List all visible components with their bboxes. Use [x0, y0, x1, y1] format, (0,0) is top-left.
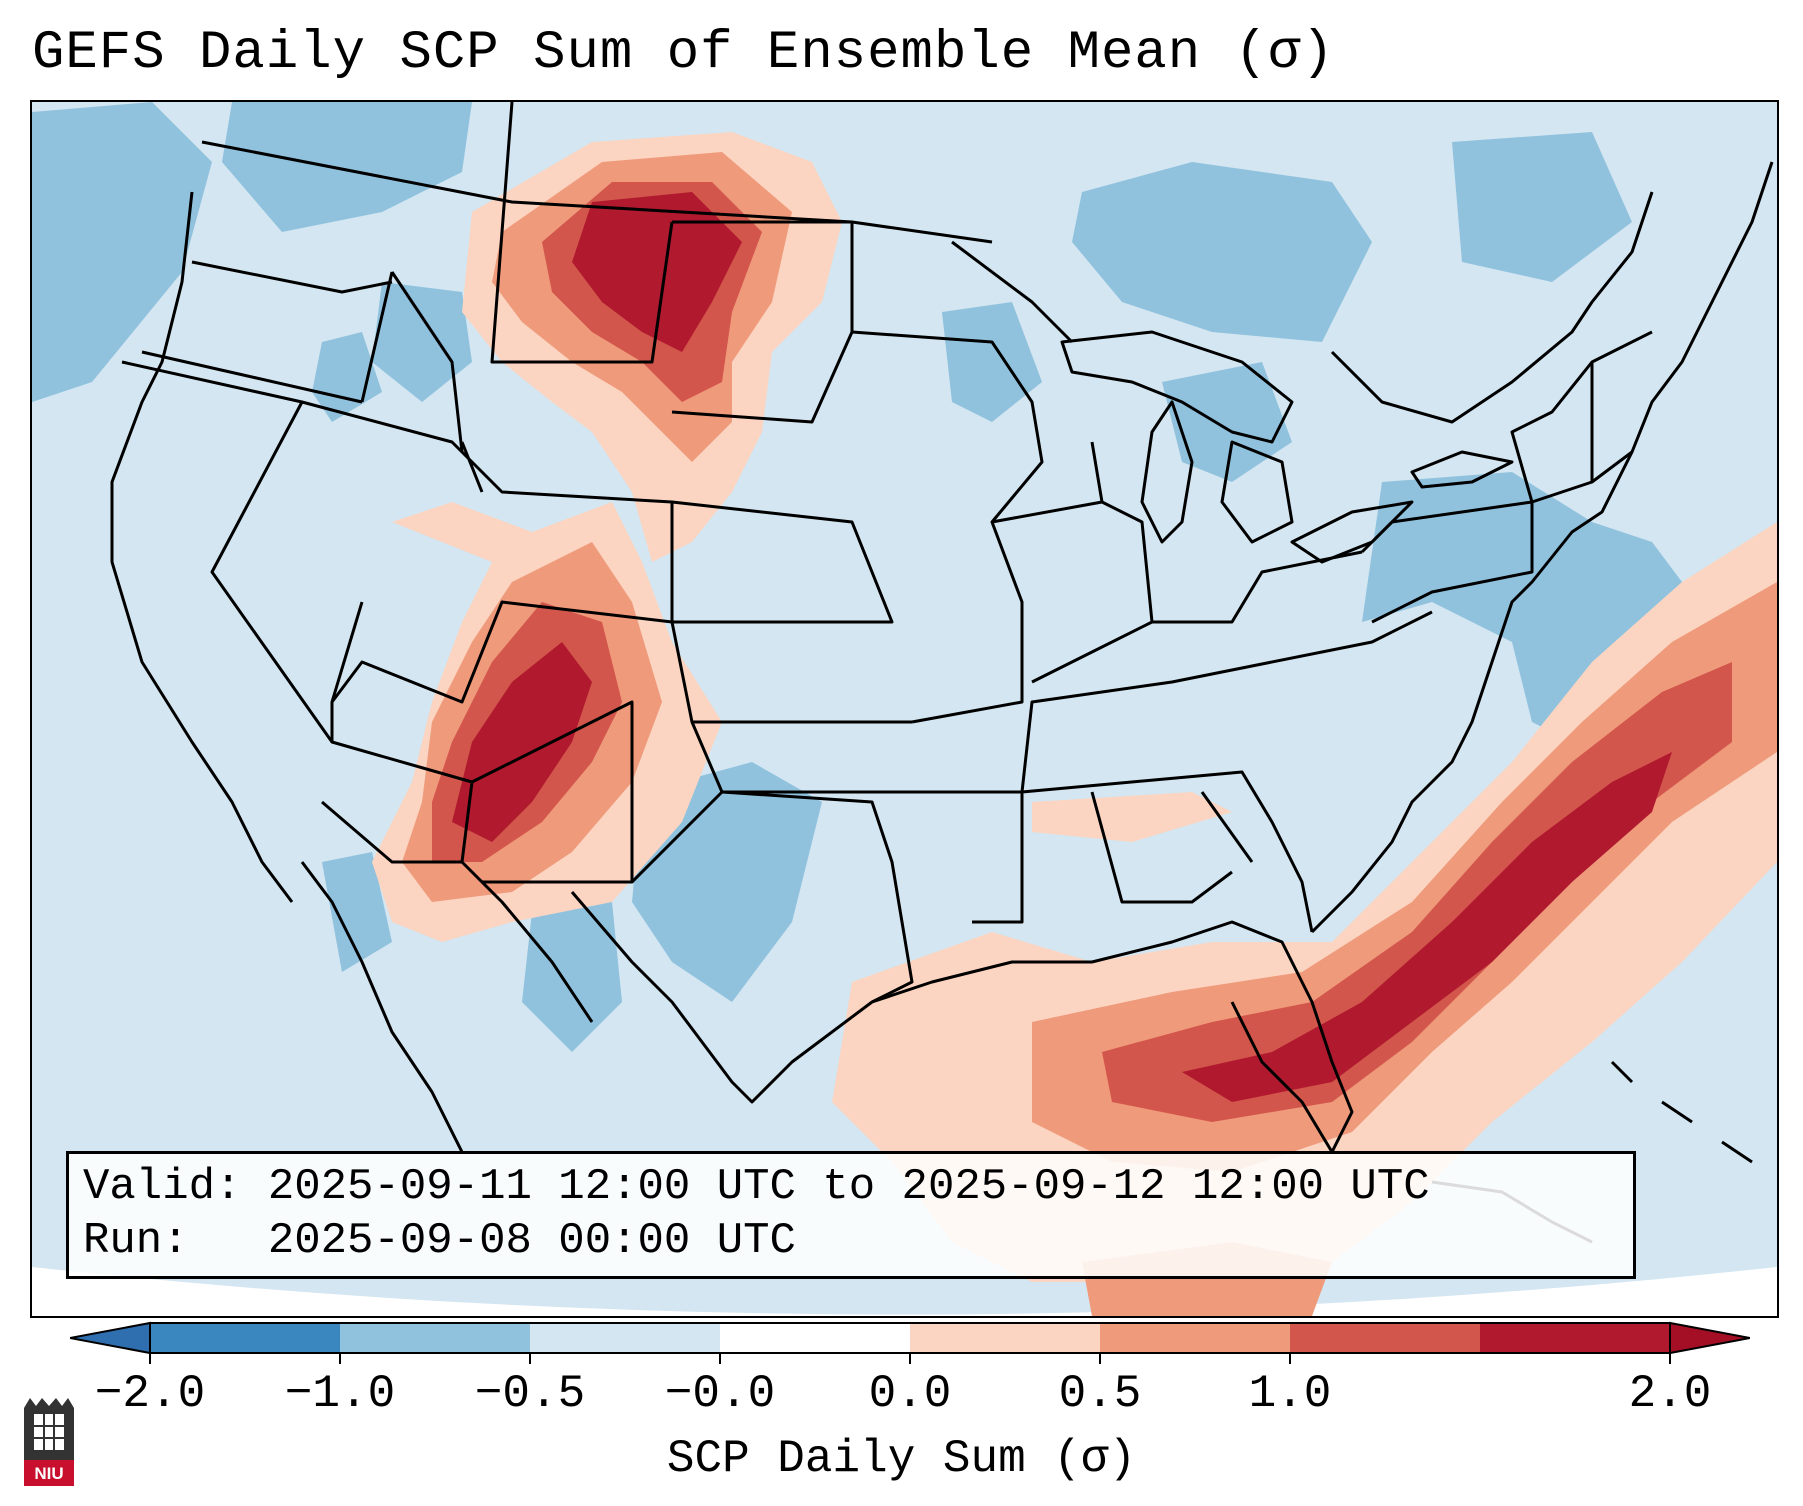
pos-max-northern-plains — [572, 192, 742, 352]
colorbar-tick-label: −1.0 — [284, 1368, 396, 1420]
logo-window — [34, 1414, 64, 1450]
logo-text: NIU — [34, 1464, 63, 1483]
pos-high-southeast — [1102, 662, 1732, 1122]
map-panel — [30, 100, 1779, 1318]
neg-region-minnesota — [942, 302, 1042, 422]
valid-run-infobox: Valid: 2025-09-11 12:00 UTC to 2025-09-1… — [66, 1151, 1636, 1279]
colorbar-tick-label: −0.5 — [474, 1368, 586, 1420]
border-texas — [570, 790, 914, 1104]
neg-region-idaho — [372, 282, 472, 402]
pos-max-southeast — [1182, 752, 1672, 1102]
pos-max-rockies — [452, 642, 592, 842]
coastline-gulf-florida — [871, 920, 1354, 1154]
colorbar-tick-label: 0.5 — [1058, 1368, 1142, 1420]
colorbar-extend-high — [1669, 1321, 1750, 1355]
colorbar-bins — [150, 1323, 1671, 1353]
neg-region-bc — [222, 102, 472, 232]
colorbar-bin — [720, 1323, 911, 1353]
colorbar — [70, 1321, 1750, 1364]
colorbar-bin — [1290, 1323, 1481, 1353]
logo-grid — [34, 1414, 64, 1450]
coastline-mexico — [300, 860, 594, 1153]
border-canada-west — [201, 140, 993, 244]
colorbar-tick-label: −2.0 — [94, 1368, 206, 1420]
coastline-atlantic — [1310, 161, 1774, 934]
logo-banner — [24, 1460, 74, 1486]
colorbar-bin — [1480, 1323, 1671, 1353]
valid-value: 2025-09-11 12:00 UTC to 2025-09-12 12:00… — [267, 1162, 1430, 1212]
colorbar-tick-label: 0.0 — [868, 1368, 952, 1420]
borders-ca-nv — [121, 360, 364, 744]
neg-region-oregon — [312, 332, 382, 422]
colorbar-bin — [910, 1323, 1101, 1353]
neg-region-baja — [322, 852, 392, 972]
run-row: Run: 2025-09-08 00:00 UTC — [83, 1214, 1633, 1268]
valid-label: Valid: — [83, 1162, 242, 1212]
lake-erie — [1290, 500, 1414, 564]
borders-southeast — [912, 610, 1433, 933]
borders-midwest — [851, 330, 1363, 724]
neg-region-quebec — [1452, 132, 1632, 282]
outside-domain-area — [32, 1267, 1777, 1316]
map-canvas — [32, 102, 1777, 1316]
colorbar-bin — [150, 1323, 341, 1353]
neg-region-ontario — [1072, 162, 1372, 342]
colorbar-ticks — [149, 1353, 1671, 1364]
lake-superior — [1060, 330, 1294, 444]
colorbar-tick-label: 2.0 — [1628, 1368, 1712, 1420]
run-value: 2025-09-08 00:00 UTC — [267, 1216, 796, 1266]
borders-id-mt — [390, 102, 674, 453]
neg-region-pacific-nw — [32, 102, 212, 402]
borders-northeast — [1360, 330, 1653, 624]
lake-huron — [1220, 440, 1294, 544]
borders-canada-east — [951, 191, 1654, 424]
neg-region-sonora — [522, 902, 622, 1052]
lake-ontario — [1410, 450, 1514, 489]
chart-title: GEFS Daily SCP Sum of Ensemble Mean (σ) — [32, 23, 1335, 84]
neg-region-northeast — [1362, 472, 1712, 742]
colorbar-bin — [530, 1323, 721, 1353]
borders-wa-or — [141, 260, 394, 404]
lake-michigan — [1140, 400, 1194, 544]
colorbar-label: SCP Daily Sum (σ) — [666, 1433, 1137, 1485]
colorbar-extend-low — [70, 1321, 151, 1355]
valid-row: Valid: 2025-09-11 12:00 UTC to 2025-09-1… — [83, 1160, 1633, 1214]
run-label: Run: — [83, 1216, 189, 1266]
colorbar-tick-label: 1.0 — [1248, 1368, 1332, 1420]
colorbar-bin — [340, 1323, 531, 1353]
coastline-west — [110, 191, 294, 903]
niu-logo: NIU — [24, 1398, 74, 1486]
pos-light-tennessee — [1032, 792, 1232, 842]
colorbar-tick-label: −0.0 — [664, 1368, 776, 1420]
colorbar-bin — [1100, 1323, 1291, 1353]
